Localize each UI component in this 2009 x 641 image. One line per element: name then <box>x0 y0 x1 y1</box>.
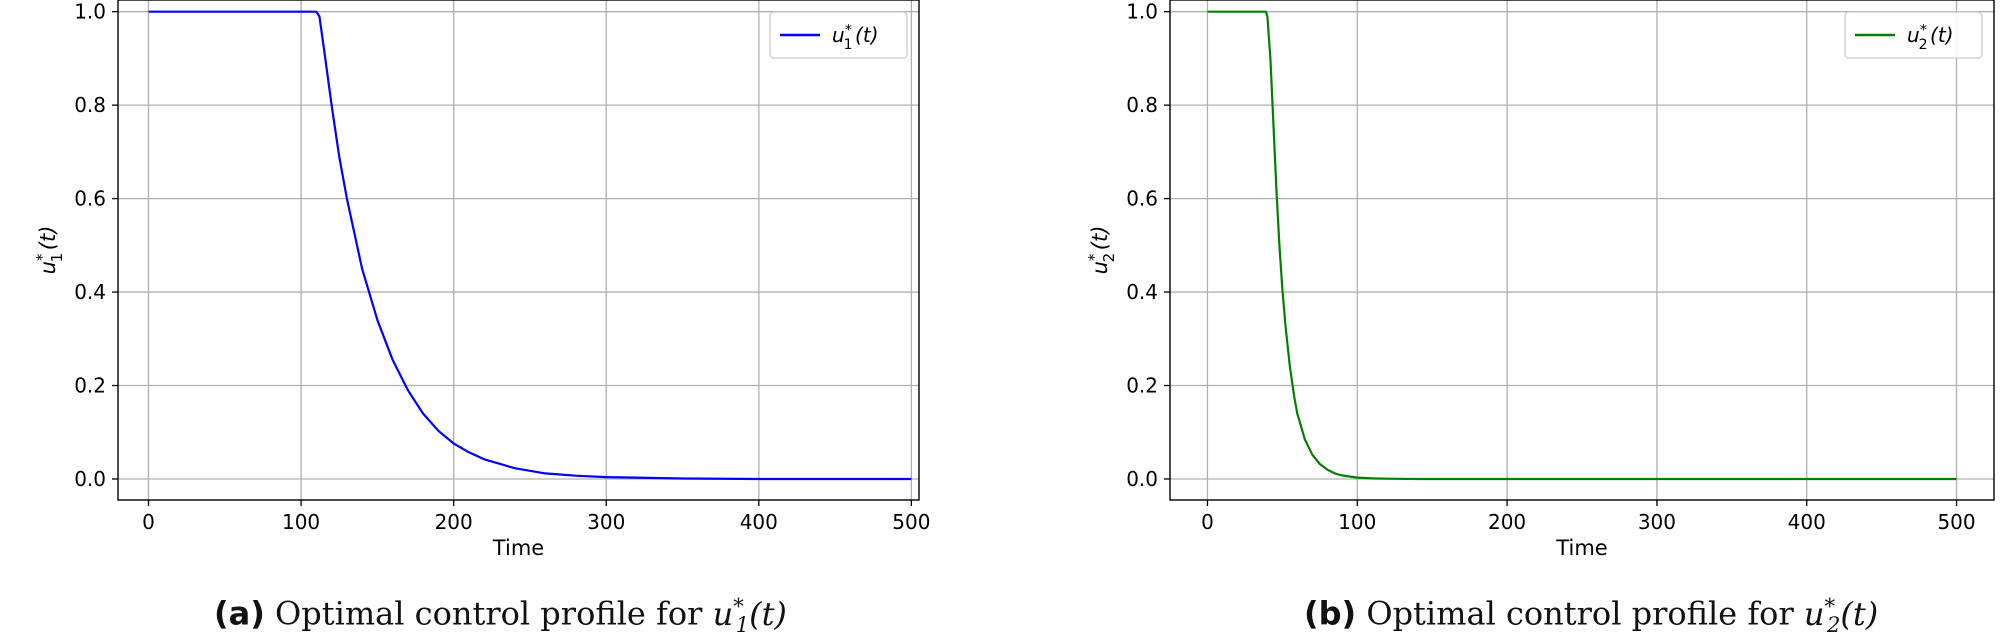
series-line <box>1207 10 1957 481</box>
plot-frame <box>1169 0 1995 501</box>
caption-letter: (b) <box>1304 594 1357 633</box>
caption-variable: u*2(t) <box>1803 594 1879 638</box>
caption-variable: u*1(t) <box>712 594 787 638</box>
chart-panel-b: 0 100 200 300 400 500 0.0 0.2 0.4 0.6 0.8 1.0 Time u*… <box>1005 0 2009 641</box>
caption-a: (a) Optimal control profile for u*1(t) <box>214 594 787 637</box>
x-tick-label: 100 <box>1338 510 1376 534</box>
chart-svg-b: 0 100 200 300 400 500 0.0 0.2 0.4 0.6 0.8 1.0 Time u*… <box>1085 0 1995 560</box>
x-tick-label: 0 <box>1201 510 1214 534</box>
x-axis-label: Time <box>492 536 544 560</box>
y-tick-label: 0.4 <box>1126 280 1158 304</box>
plot-frame <box>117 0 920 501</box>
caption-letter: (a) <box>214 594 265 633</box>
legend-label: u* 1 (t) <box>832 22 879 52</box>
chart-svg-a: 0 100 200 300 400 500 0.0 0.2 0.4 0.6 0.8 1.0 Time u*… <box>33 0 930 560</box>
y-tick-label: 0.2 <box>1126 374 1158 398</box>
x-tick-label: 400 <box>740 510 778 534</box>
x-tick-label: 200 <box>435 510 473 534</box>
y-tick-label: 1.0 <box>1126 0 1158 24</box>
y-tick-label: 0.0 <box>1126 467 1158 491</box>
legend-box <box>769 11 908 59</box>
x-axis-label: Time <box>1555 536 1607 560</box>
y-tick-label: 0.8 <box>1126 93 1158 117</box>
x-tick-label: 300 <box>587 510 625 534</box>
legend: u* 1 (t) <box>769 11 908 59</box>
y-tick-label: 0.2 <box>74 374 106 398</box>
caption-text: Optimal control profile for <box>1366 594 1794 633</box>
y-axis-label: u*1(t) <box>33 226 66 275</box>
x-tick-label: 400 <box>1788 510 1826 534</box>
legend-box <box>1844 11 1983 59</box>
x-tick-label: 200 <box>1488 510 1526 534</box>
y-tick-label: 0.8 <box>74 93 106 117</box>
x-tick-label: 500 <box>892 510 930 534</box>
grid <box>118 0 919 500</box>
y-tick-label: 0.6 <box>74 187 106 211</box>
legend-label: u* 2 (t) <box>1907 22 1954 52</box>
y-tick-label: 0.6 <box>1126 187 1158 211</box>
x-tick-label: 100 <box>282 510 320 534</box>
caption-text: Optimal control profile for <box>275 594 703 633</box>
y-tick-label: 0.0 <box>74 467 106 491</box>
x-tick-label: 0 <box>142 510 155 534</box>
series-line <box>148 10 912 481</box>
x-tick-label: 300 <box>1638 510 1676 534</box>
grid <box>1170 0 1994 500</box>
y-tick-label: 1.0 <box>74 0 106 24</box>
x-tick-label: 500 <box>1937 510 1975 534</box>
caption-b: (b) Optimal control profile for u*2(t) <box>1304 594 1878 637</box>
y-axis-label: u*2(t) <box>1085 226 1118 275</box>
y-tick-label: 0.4 <box>74 280 106 304</box>
chart-panel-a: 0 100 200 300 400 500 0.0 0.2 0.4 0.6 0.8 1.0 Time u*… <box>33 0 930 637</box>
legend: u* 2 (t) <box>1844 11 1983 59</box>
